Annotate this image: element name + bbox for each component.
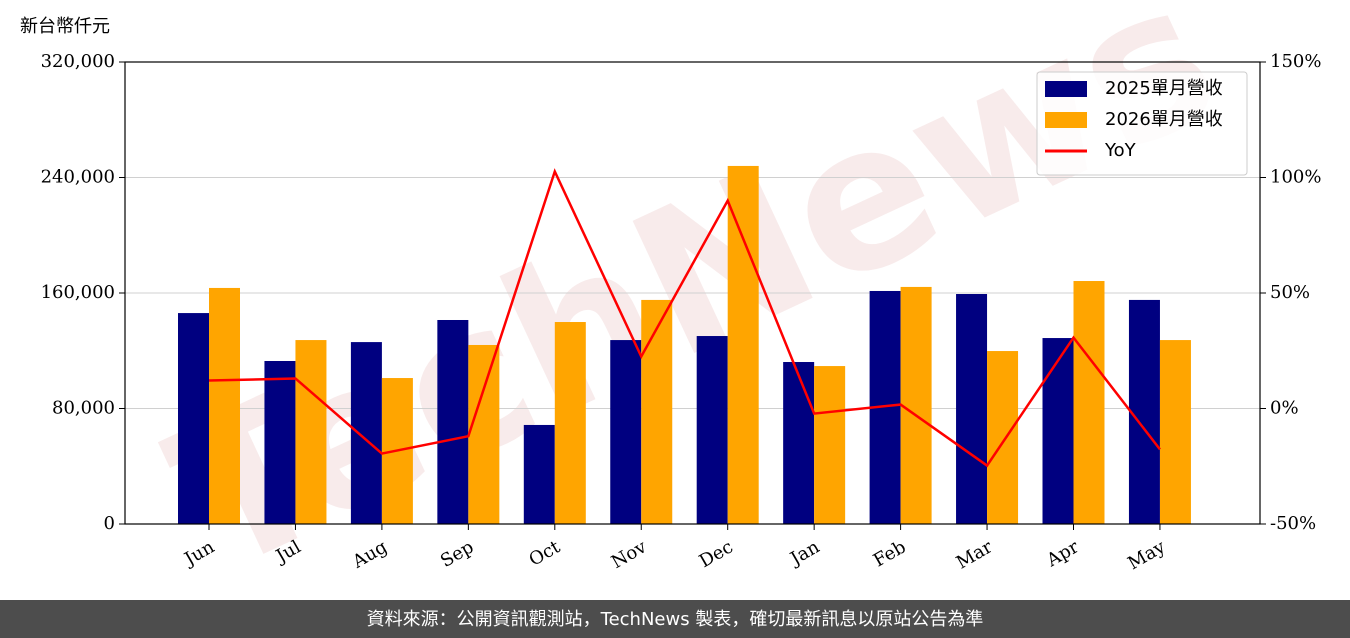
bar	[641, 299, 673, 524]
bar	[783, 362, 815, 524]
bar	[350, 342, 382, 524]
bar	[727, 165, 759, 524]
y-tick-label: 0	[104, 513, 115, 534]
bar	[523, 424, 555, 524]
y2-tick-label: 150%	[1270, 51, 1321, 72]
x-tick-label: Sep	[437, 536, 477, 571]
legend-swatch	[1045, 112, 1087, 128]
footer-text: 資料來源：公開資訊觀測站，TechNews 製表，確切最新訊息以原站公告為準	[367, 609, 984, 630]
y2-tick-label: 0%	[1270, 398, 1299, 419]
footer-bar	[0, 600, 1350, 638]
bar	[209, 287, 240, 524]
y-axis-label: 新台幣仟元	[20, 16, 110, 37]
legend-box	[1036, 71, 1248, 176]
y2-tick-label: 100%	[1270, 167, 1321, 188]
y-tick-label: 80,000	[52, 398, 115, 419]
y2-tick-label: -50%	[1270, 513, 1316, 534]
x-tick-label: Mar	[953, 536, 997, 573]
plot-frame	[124, 61, 1261, 525]
x-tick-label: Oct	[526, 536, 565, 571]
x-tick-label: Feb	[870, 536, 910, 571]
bar	[814, 366, 846, 524]
y-tick-label: 240,000	[41, 167, 115, 188]
y2-tick-label: 50%	[1270, 282, 1310, 303]
x-tick-label: Dec	[696, 536, 737, 572]
bar	[956, 294, 988, 524]
legend-label: YoY	[1104, 140, 1137, 161]
legend-label: 2025單月營收	[1105, 78, 1223, 99]
bar	[1073, 281, 1105, 524]
x-tick-label: May	[1124, 536, 1169, 574]
bar	[696, 336, 728, 524]
bar	[1128, 299, 1160, 524]
line	[208, 168, 1161, 468]
bar	[987, 351, 1019, 524]
bar	[468, 344, 500, 524]
legend-label: 2026單月營收	[1105, 109, 1223, 130]
bar	[437, 319, 469, 524]
x-tick-label: Apr	[1042, 536, 1082, 571]
bar	[1159, 340, 1191, 524]
bar	[264, 361, 296, 524]
bar	[554, 322, 586, 524]
y-tick-label: 320,000	[41, 51, 115, 72]
bar	[900, 286, 932, 524]
bar	[610, 340, 642, 524]
y-tick-label: 160,000	[41, 282, 115, 303]
bar	[1042, 338, 1074, 524]
bar	[295, 340, 327, 524]
x-tick-label: Jan	[785, 536, 823, 570]
legend-swatch	[1045, 81, 1087, 97]
bar	[178, 313, 209, 524]
x-tick-label: Nov	[608, 536, 651, 573]
